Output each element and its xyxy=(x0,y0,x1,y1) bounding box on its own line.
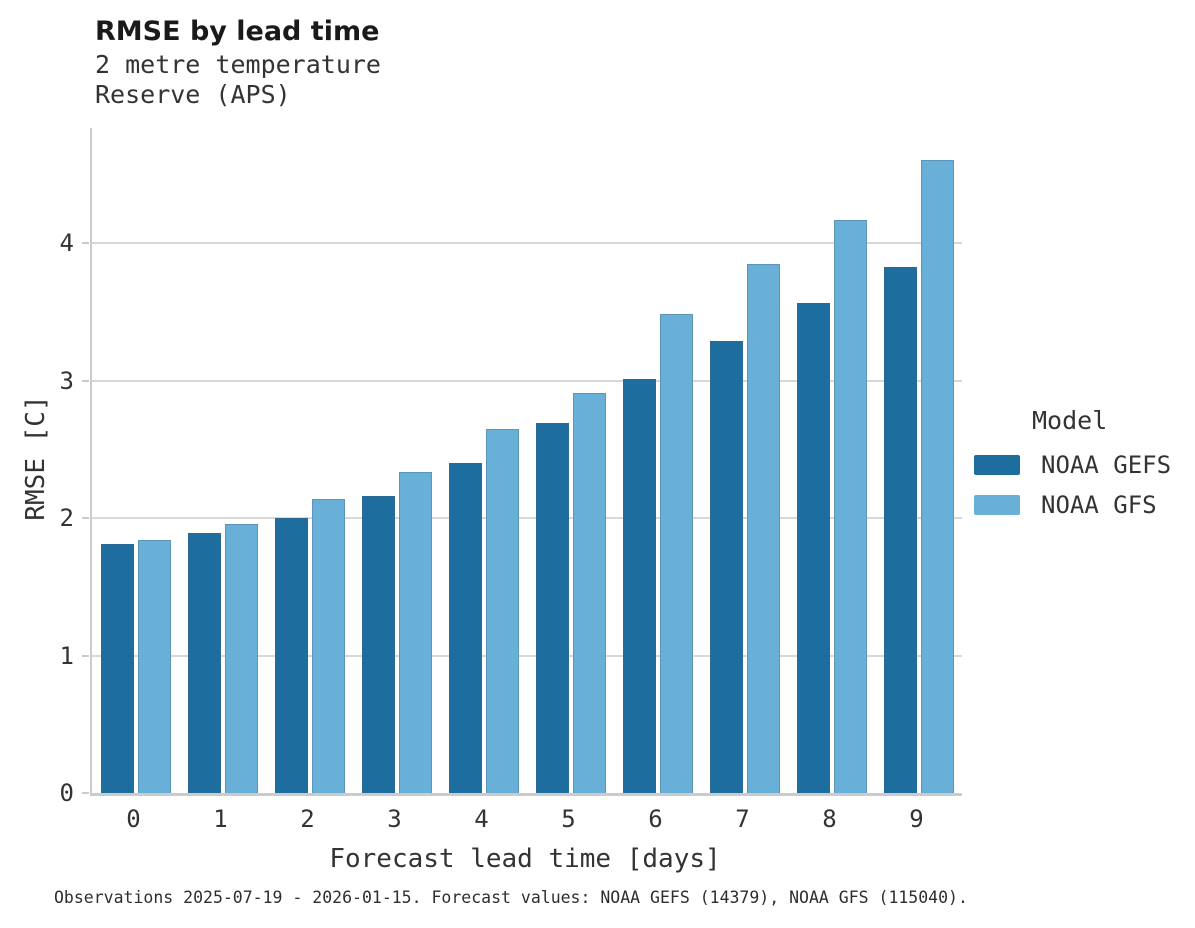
x-tick-label-0: 0 xyxy=(126,805,141,833)
bar-noaa-gefs-day-2 xyxy=(274,518,308,793)
bar-group-day-0 xyxy=(92,128,179,793)
y-tick-label-0: 0 xyxy=(59,779,74,807)
bar-noaa-gfs-day-9 xyxy=(920,159,954,793)
figure-caption: Observations 2025-07-19 - 2026-01-15. Fo… xyxy=(54,888,968,907)
bar-noaa-gfs-day-0 xyxy=(137,540,171,793)
bar-noaa-gefs-day-5 xyxy=(535,423,569,793)
bar-noaa-gfs-day-5 xyxy=(572,393,606,793)
y-tick-mark-1 xyxy=(82,654,89,657)
bar-noaa-gfs-day-2 xyxy=(311,498,345,793)
legend-entry-noaa-gfs: NOAA GFS xyxy=(974,485,1194,525)
legend-title: Model xyxy=(1032,406,1108,435)
bar-noaa-gfs-day-4 xyxy=(485,428,519,793)
bar-noaa-gefs-day-0 xyxy=(100,544,134,793)
x-tick-label-2: 2 xyxy=(300,805,315,833)
gridline-y-3 xyxy=(92,379,962,382)
bar-noaa-gefs-day-8 xyxy=(796,302,830,793)
bar-noaa-gefs-day-6 xyxy=(622,379,656,793)
bar-noaa-gefs-day-4 xyxy=(448,463,482,793)
bar-noaa-gfs-day-6 xyxy=(659,313,693,793)
bar-noaa-gefs-day-7 xyxy=(709,340,743,793)
chart-subtitle-region: Reserve (APS) xyxy=(95,80,291,109)
y-tick-label-1: 1 xyxy=(59,641,74,670)
chart-subtitle-variable: 2 metre temperature xyxy=(95,50,381,79)
gridline-y-2 xyxy=(92,517,962,520)
bar-noaa-gfs-day-1 xyxy=(224,523,258,793)
y-axis-tick-labels: 0 1 2 3 4 xyxy=(0,128,74,805)
bar-noaa-gfs-day-3 xyxy=(398,471,432,793)
bar-group-day-3 xyxy=(353,128,440,793)
legend-swatch-noaa-gfs xyxy=(974,495,1020,515)
bar-group-day-2 xyxy=(266,128,353,793)
gridline-y-1 xyxy=(92,654,962,657)
bar-group-day-8 xyxy=(788,128,875,793)
y-tick-mark-3 xyxy=(82,379,89,382)
bar-group-day-1 xyxy=(179,128,266,793)
x-axis-title: Forecast lead time [days] xyxy=(329,844,721,874)
bar-noaa-gefs-day-9 xyxy=(883,266,917,793)
x-tick-label-8: 8 xyxy=(822,805,837,833)
x-tick-label-3: 3 xyxy=(387,805,402,833)
x-tick-label-1: 1 xyxy=(213,805,228,833)
y-tick-label-2: 2 xyxy=(59,504,74,533)
y-tick-mark-4 xyxy=(82,242,89,245)
bar-noaa-gfs-day-7 xyxy=(746,264,780,793)
plot-area xyxy=(90,128,962,796)
bar-group-day-7 xyxy=(701,128,788,793)
bar-group-day-9 xyxy=(875,128,962,793)
x-tick-label-7: 7 xyxy=(735,805,750,833)
bar-group-day-6 xyxy=(614,128,701,793)
x-tick-label-6: 6 xyxy=(648,805,663,833)
bar-noaa-gefs-day-1 xyxy=(187,533,221,793)
chart-title: RMSE by lead time xyxy=(95,16,380,47)
x-tick-label-9: 9 xyxy=(909,805,924,833)
gridline-y-4 xyxy=(92,242,962,245)
bar-noaa-gfs-day-8 xyxy=(833,220,867,793)
legend-swatch-noaa-gefs xyxy=(974,455,1020,475)
legend-label: NOAA GFS xyxy=(1041,491,1157,519)
y-tick-mark-2 xyxy=(82,517,89,520)
legend-entries: NOAA GEFS NOAA GFS xyxy=(974,445,1194,525)
y-tick-label-3: 3 xyxy=(59,366,74,395)
bar-group-day-4 xyxy=(440,128,527,793)
legend-label: NOAA GEFS xyxy=(1041,451,1172,479)
bar-group-day-5 xyxy=(527,128,614,793)
legend-entry-noaa-gefs: NOAA GEFS xyxy=(974,445,1194,485)
y-tick-mark-0 xyxy=(82,792,89,794)
x-axis-tick-labels: 0 1 2 3 4 5 6 7 8 9 xyxy=(90,806,960,836)
x-tick-label-5: 5 xyxy=(561,805,576,833)
y-axis-tick-marks xyxy=(82,128,89,794)
bar-noaa-gefs-day-3 xyxy=(361,496,395,793)
x-tick-label-4: 4 xyxy=(474,805,489,833)
legend: Model NOAA GEFS NOAA GFS xyxy=(974,406,1194,525)
y-tick-label-4: 4 xyxy=(59,229,74,258)
